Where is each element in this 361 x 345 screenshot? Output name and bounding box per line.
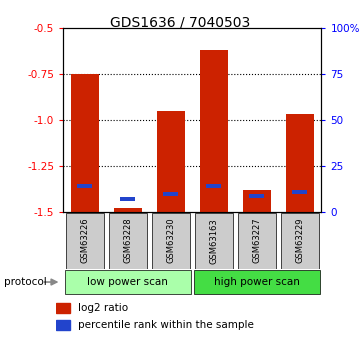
Bar <box>292 190 308 194</box>
Bar <box>120 197 135 201</box>
FancyBboxPatch shape <box>238 213 276 268</box>
Bar <box>157 111 185 212</box>
Text: GSM63226: GSM63226 <box>80 218 89 264</box>
Text: low power scan: low power scan <box>87 277 168 287</box>
FancyBboxPatch shape <box>109 213 147 268</box>
Bar <box>71 74 99 212</box>
Text: GSM63227: GSM63227 <box>252 218 261 264</box>
Bar <box>243 190 271 212</box>
FancyBboxPatch shape <box>281 213 319 268</box>
Text: GDS1636 / 7040503: GDS1636 / 7040503 <box>110 16 251 30</box>
FancyBboxPatch shape <box>195 213 233 268</box>
Bar <box>163 192 178 196</box>
Bar <box>56 303 70 313</box>
Bar <box>286 114 314 212</box>
FancyBboxPatch shape <box>65 270 191 294</box>
Text: percentile rank within the sample: percentile rank within the sample <box>78 320 255 330</box>
Text: high power scan: high power scan <box>214 277 300 287</box>
Bar <box>200 50 228 212</box>
FancyBboxPatch shape <box>194 270 319 294</box>
Bar <box>114 208 142 212</box>
FancyBboxPatch shape <box>152 213 190 268</box>
Text: GSM63229: GSM63229 <box>295 218 304 263</box>
Text: GSM63230: GSM63230 <box>166 218 175 264</box>
Bar <box>249 194 265 198</box>
Bar <box>56 321 70 330</box>
Bar <box>77 184 92 188</box>
FancyBboxPatch shape <box>66 213 104 268</box>
Text: GSM63163: GSM63163 <box>209 218 218 264</box>
Text: GSM63228: GSM63228 <box>123 218 132 264</box>
Bar <box>206 184 221 188</box>
Text: log2 ratio: log2 ratio <box>78 303 129 313</box>
Text: protocol: protocol <box>4 277 46 287</box>
